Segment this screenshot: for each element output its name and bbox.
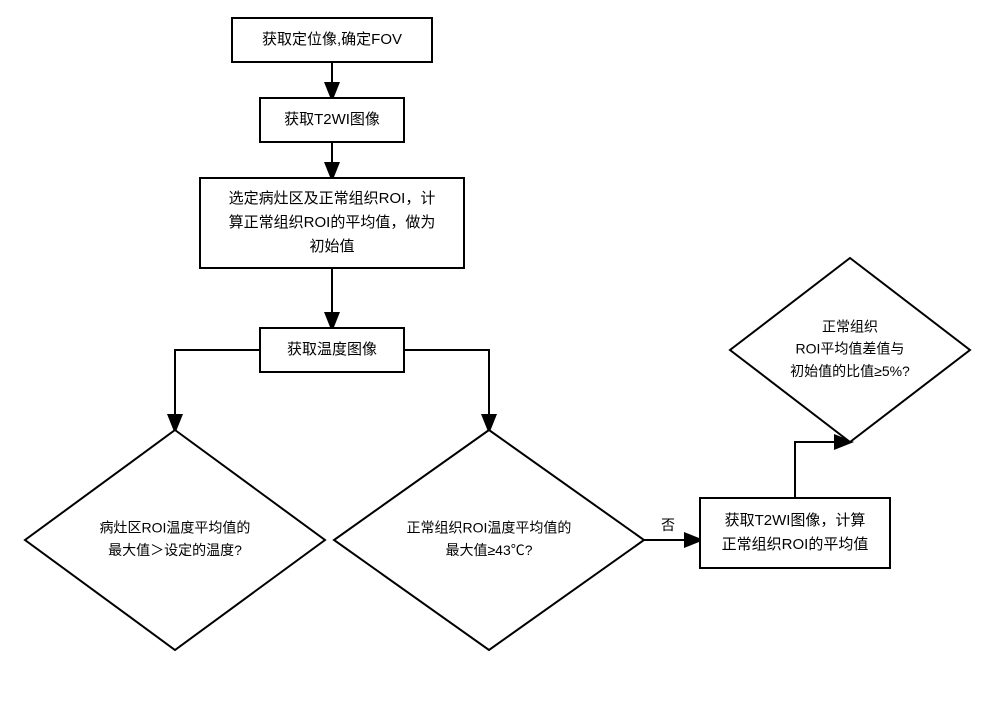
- node-label: 正常组织ROI的平均值: [722, 536, 869, 553]
- node-label: 获取温度图像: [287, 341, 377, 358]
- node-label: 正常组织ROI温度平均值的: [407, 520, 572, 536]
- node-label: 病灶区ROI温度平均值的: [100, 520, 251, 536]
- process-box: [700, 498, 890, 568]
- node-label: 初始值: [309, 238, 354, 255]
- edge-label: 否: [661, 517, 675, 533]
- decision-diamond: [25, 430, 325, 650]
- node-label: 获取T2WI图像，计算: [725, 511, 866, 529]
- node-label: ROI平均值差值与: [796, 341, 905, 357]
- node-label: 选定病灶区及正常组织ROI，计: [229, 190, 436, 207]
- flow-edge: [404, 350, 489, 430]
- flow-edge: [175, 350, 260, 430]
- node-label: 最大值＞设定的温度?: [108, 542, 242, 558]
- flow-edge: [795, 442, 850, 498]
- node-label: 最大值≥43℃?: [445, 542, 532, 558]
- node-label: 正常组织: [822, 318, 878, 334]
- node-label: 算正常组织ROI的平均值，做为: [229, 213, 436, 231]
- node-label: 获取T2WI图像: [284, 111, 380, 128]
- decision-diamond: [334, 430, 644, 650]
- node-label: 获取定位像,确定FOV: [262, 31, 402, 48]
- flowchart-canvas: 否 获取定位像,确定FOV 获取T2WI图像选定病灶区及正常组织ROI，计算正常组织…: [0, 0, 1000, 710]
- node-label: 初始值的比值≥5%?: [790, 363, 910, 379]
